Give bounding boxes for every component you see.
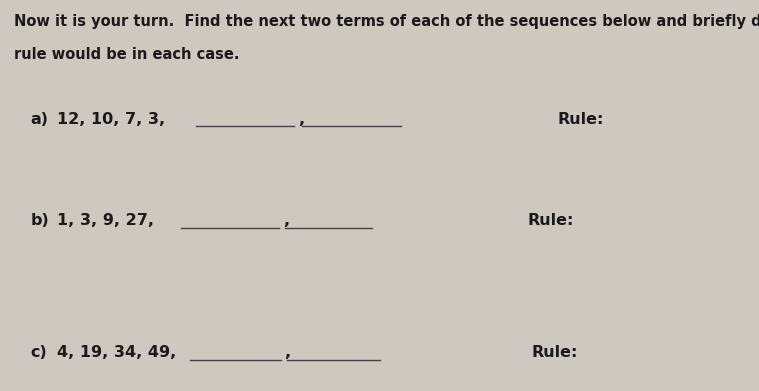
Text: a): a) <box>30 112 49 127</box>
Text: 4, 19, 34, 49,: 4, 19, 34, 49, <box>57 345 176 360</box>
Text: c): c) <box>30 345 47 360</box>
Text: Rule:: Rule: <box>558 112 604 127</box>
Text: Now it is your turn.  Find the next two terms of each of the sequences below and: Now it is your turn. Find the next two t… <box>14 14 759 29</box>
Text: ,: , <box>285 345 291 360</box>
Text: 1, 3, 9, 27,: 1, 3, 9, 27, <box>57 213 154 228</box>
Text: ,: , <box>298 112 304 127</box>
Text: 12, 10, 7, 3,: 12, 10, 7, 3, <box>57 112 165 127</box>
Text: Rule:: Rule: <box>528 213 574 228</box>
Text: Rule:: Rule: <box>531 345 578 360</box>
Text: rule would be in each case.: rule would be in each case. <box>14 47 239 62</box>
Text: ,: , <box>283 213 289 228</box>
Text: b): b) <box>30 213 49 228</box>
